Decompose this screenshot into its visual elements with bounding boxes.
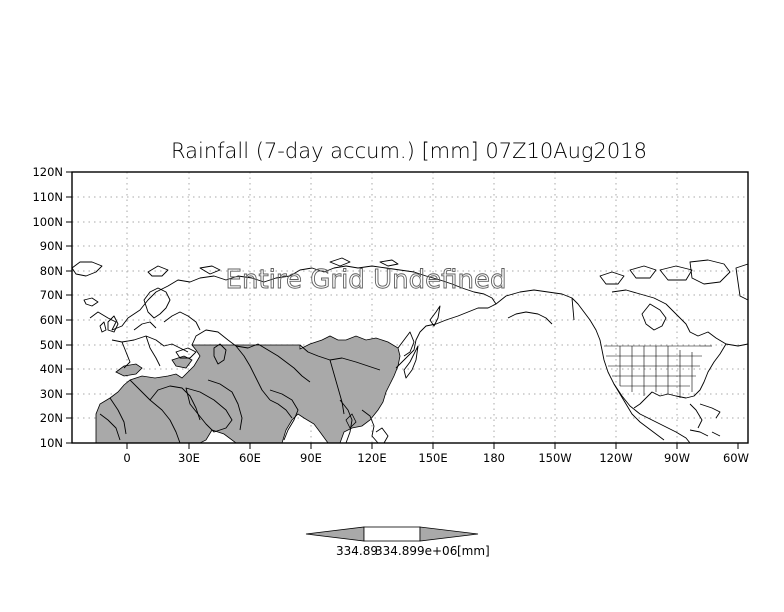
coastlines bbox=[71, 257, 749, 444]
x-tick-label: 180 bbox=[483, 451, 505, 465]
y-tick-label: 40N bbox=[40, 362, 63, 376]
y-tick-label: 100N bbox=[32, 215, 63, 229]
y-tick-label: 120N bbox=[32, 165, 63, 179]
colorbar-left-triangle bbox=[305, 526, 365, 542]
y-tick-labels: 120N 110N 100N 90N 80N 70N 60N 50N 40N 3… bbox=[32, 165, 63, 450]
undefined-grid-message: Entire Grid Undefined bbox=[226, 265, 507, 295]
x-tick-label: 0 bbox=[123, 451, 130, 465]
map-title: Rainfall (7-day accum.) [mm] 07Z10Aug201… bbox=[171, 139, 647, 163]
colorbar-high-label: 334.899e+06 bbox=[375, 544, 457, 558]
y-tick-label: 80N bbox=[40, 264, 63, 278]
colorbar-center-box bbox=[363, 526, 421, 542]
x-tick-label: 60W bbox=[723, 451, 749, 465]
y-tick-label: 20N bbox=[40, 411, 63, 425]
map-panel: Entire Grid Undefined bbox=[32, 165, 749, 465]
y-tick-label: 10N bbox=[40, 436, 63, 450]
y-tick-label: 30N bbox=[40, 387, 63, 401]
map-frame bbox=[71, 171, 749, 444]
colorbar-unit-label: [mm] bbox=[457, 544, 490, 558]
y-tick-label: 50N bbox=[40, 338, 63, 352]
x-tick-label: 90W bbox=[664, 451, 690, 465]
x-tick-labels: 0 30E 60E 90E 120E 150E 180 150W 120W 90… bbox=[123, 451, 749, 465]
colorbar-right-triangle bbox=[419, 526, 479, 542]
y-tick-label: 70N bbox=[40, 288, 63, 302]
undefined-data-land-fill bbox=[95, 335, 401, 444]
x-tick-label: 150E bbox=[418, 451, 447, 465]
y-tick-marks bbox=[66, 171, 72, 444]
x-tick-marks bbox=[126, 443, 739, 449]
x-tick-label: 60E bbox=[239, 451, 261, 465]
x-tick-label: 150W bbox=[538, 451, 571, 465]
colorbar: 334.89 334.899e+06 [mm] bbox=[305, 526, 490, 558]
x-tick-label: 120E bbox=[357, 451, 386, 465]
x-tick-label: 90E bbox=[300, 451, 322, 465]
x-tick-label: 120W bbox=[599, 451, 632, 465]
y-tick-label: 90N bbox=[40, 239, 63, 253]
y-tick-label: 60N bbox=[40, 313, 63, 327]
y-tick-label: 110N bbox=[32, 190, 63, 204]
us-state-borders bbox=[604, 345, 712, 398]
x-tick-label: 30E bbox=[178, 451, 200, 465]
colorbar-low-label: 334.89 bbox=[336, 544, 378, 558]
